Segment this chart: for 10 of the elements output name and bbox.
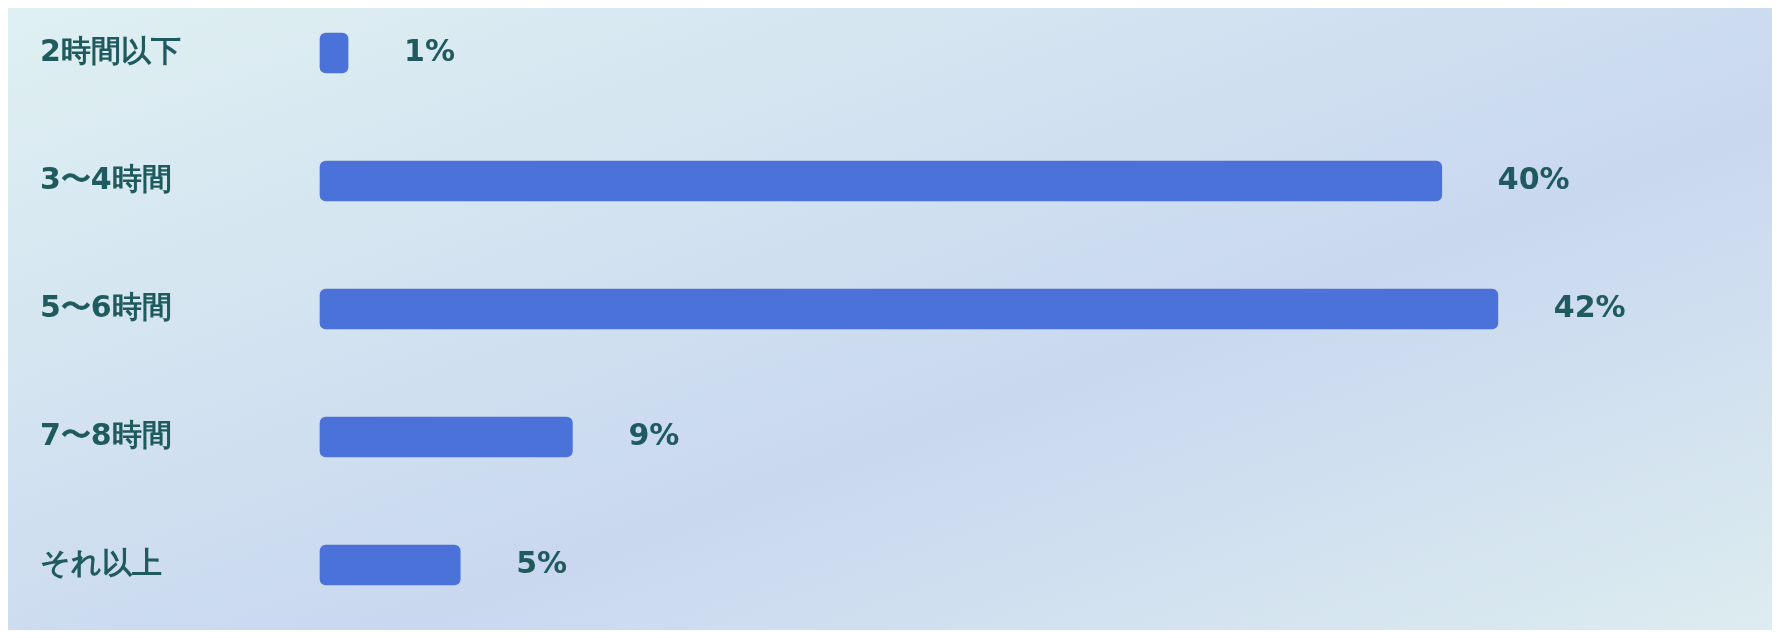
y-tick-label: 2時間以下: [40, 32, 181, 68]
y-tick-label: 7〜8時間: [40, 416, 172, 452]
data-label: 5%: [516, 544, 568, 580]
data-label: 42%: [1553, 288, 1626, 324]
y-tick-label: 5〜6時間: [40, 288, 172, 324]
data-label: 1%: [404, 32, 455, 68]
data-label: 40%: [1497, 160, 1570, 196]
y-tick-label: 3〜4時間: [40, 160, 172, 196]
y-tick-label: それ以上: [40, 544, 162, 580]
data-label: 9%: [628, 416, 680, 452]
